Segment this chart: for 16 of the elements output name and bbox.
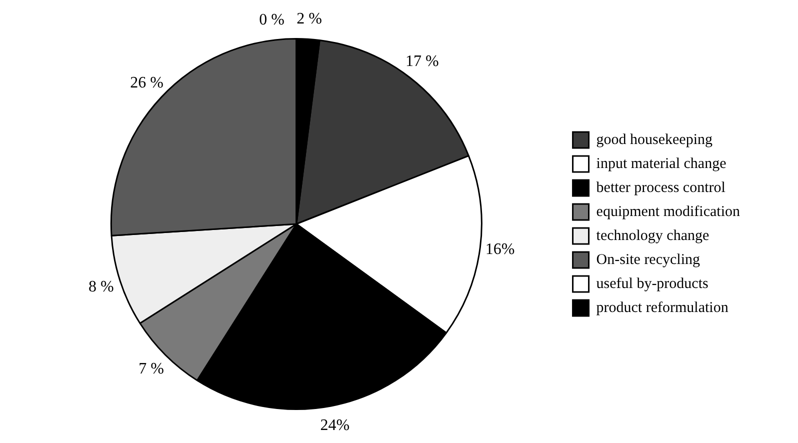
data-label: 24% — [320, 416, 350, 434]
data-label: 26 % — [130, 74, 164, 92]
data-label: 7 % — [138, 360, 164, 378]
legend-label: useful by-products — [596, 276, 709, 292]
legend-label: equipment modification — [596, 204, 740, 220]
legend-label: technology change — [596, 228, 710, 244]
data-label: 17 % — [406, 53, 439, 70]
legend-label: better process control — [596, 180, 726, 196]
legend-label: input material change — [596, 156, 727, 172]
legend-label: On-site recycling — [596, 252, 700, 268]
legend-label: product reformulation — [596, 300, 729, 316]
text: 0 % — [259, 11, 284, 28]
data-label: 8 % — [88, 278, 114, 296]
legend-label: good housekeeping — [596, 132, 714, 148]
data-label: 16% — [485, 240, 515, 258]
data-label: 2 % — [296, 10, 322, 28]
